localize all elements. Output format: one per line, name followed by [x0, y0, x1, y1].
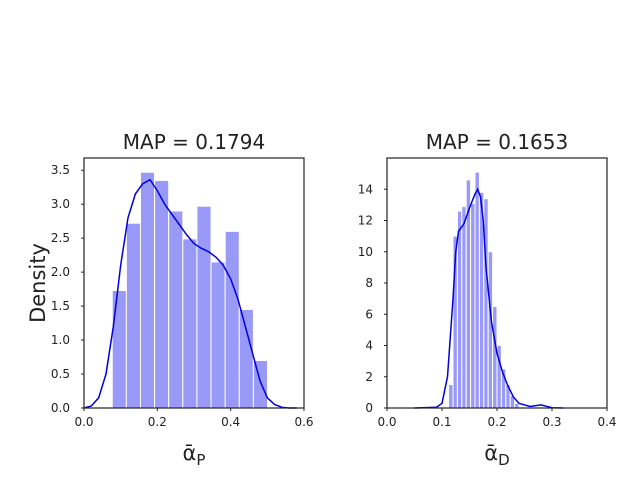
x-tick-label: 0.0	[74, 415, 93, 429]
bar	[210, 261, 226, 409]
y-tick-label: 10	[358, 245, 373, 259]
bar	[111, 289, 127, 409]
y-tick-label: 1.0	[51, 333, 70, 347]
x-tick-label: 0.4	[597, 415, 616, 429]
y-axis-label: Density	[26, 243, 50, 323]
x-axis-label: ᾱD	[484, 441, 509, 469]
x-tick-label: 0.6	[294, 415, 313, 429]
y-tick-label: 3.0	[51, 197, 70, 211]
y-tick-label: 2	[365, 370, 373, 384]
y-tick-label: 0.5	[51, 367, 70, 381]
bar	[474, 171, 480, 409]
bar	[168, 210, 184, 409]
bar	[196, 205, 212, 409]
bar	[139, 171, 156, 409]
bar	[492, 305, 498, 409]
x-tick-label: 0.1	[432, 415, 451, 429]
bar	[456, 210, 463, 409]
axes-frame	[83, 157, 305, 409]
bar	[252, 359, 269, 409]
bar	[182, 238, 198, 409]
chart-title: MAP = 0.1653	[426, 130, 568, 154]
y-tick-label: 8	[365, 276, 373, 290]
bar	[487, 251, 494, 409]
y-tick-label: 3.5	[51, 163, 70, 177]
x-axis-label: ᾱP	[183, 441, 206, 469]
x-label-symbol: ᾱ	[183, 441, 197, 465]
bar	[470, 202, 476, 409]
bar	[448, 384, 454, 409]
y-tick-label: 0	[365, 401, 373, 415]
chart-title: MAP = 0.1794	[123, 130, 265, 154]
bar	[224, 230, 240, 409]
bar	[514, 402, 520, 409]
bar	[125, 222, 141, 409]
bar	[154, 179, 170, 409]
x-tick-label: 0.4	[221, 415, 240, 429]
y-tick-label: 4	[365, 339, 373, 353]
y-tick-label: 1.5	[51, 299, 70, 313]
kde-line	[414, 187, 564, 409]
axes-frame	[386, 157, 608, 409]
y-tick-label: 6	[365, 307, 373, 321]
kde-line	[83, 178, 297, 409]
x-label-symbol: ᾱ	[484, 441, 498, 465]
y-tick-label: 12	[358, 214, 373, 228]
bar	[238, 308, 254, 409]
x-tick-label: 0.2	[487, 415, 506, 429]
y-tick-label: 14	[358, 182, 373, 196]
x-tick-label: 0.2	[148, 415, 167, 429]
x-tick-label: 0.0	[377, 415, 396, 429]
x-tick-label: 0.3	[542, 415, 561, 429]
bar	[461, 205, 467, 409]
x-label-subscript: D	[498, 451, 510, 469]
y-tick-label: 2.0	[51, 265, 70, 279]
y-tick-label: 2.5	[51, 231, 70, 245]
y-tick-label: 0.0	[51, 401, 70, 415]
x-label-subscript: P	[196, 451, 205, 469]
